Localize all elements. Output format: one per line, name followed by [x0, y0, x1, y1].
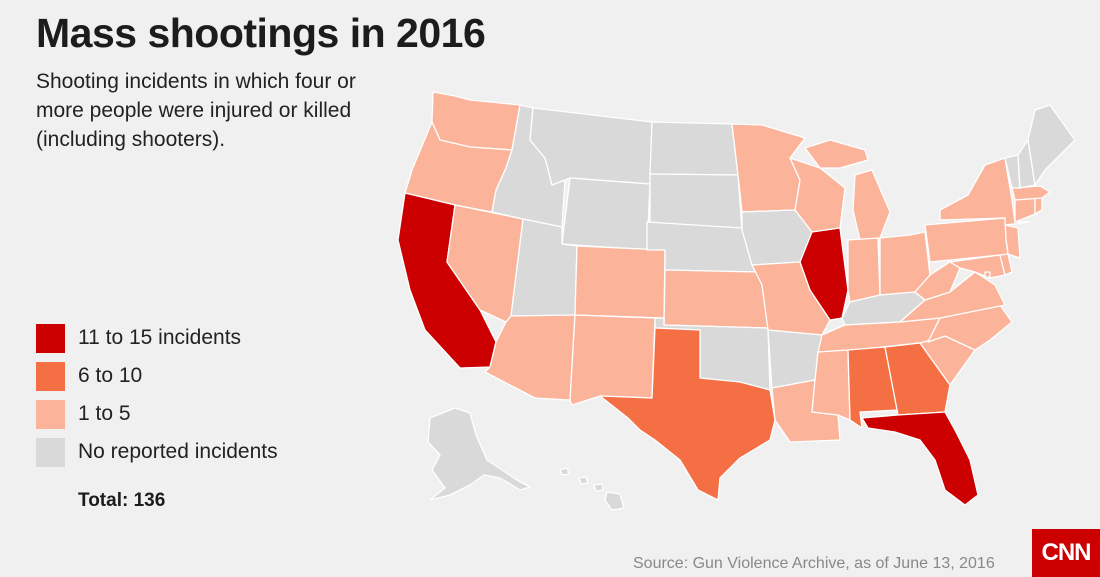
state-MI: [852, 169, 891, 241]
cnn-logo: CNN: [1032, 529, 1100, 577]
legend-swatch-none: [36, 437, 65, 467]
state-IL: [799, 227, 849, 321]
state-FL: [861, 411, 979, 506]
state-AK: [427, 407, 531, 501]
state-DC: [984, 271, 991, 278]
total-count: Total: 136: [78, 490, 166, 511]
state-CO: [574, 245, 666, 319]
legend-label-none: No reported incidents: [78, 440, 278, 463]
state-CT: [1014, 197, 1036, 223]
state-NM: [569, 314, 656, 406]
state-TX: [599, 327, 776, 501]
legend-item-mid: 6 to 10: [36, 357, 278, 395]
state-AZ: [484, 314, 576, 401]
legend-swatch-high: [36, 323, 65, 353]
state-AR: [767, 329, 823, 389]
state-ME: [1027, 104, 1076, 186]
legend-item-low: 1 to 5: [36, 395, 278, 433]
state-MS: [811, 349, 851, 421]
state-KS: [663, 269, 769, 329]
legend-swatch-low: [36, 399, 65, 429]
state-ND: [649, 121, 739, 176]
state-SD: [649, 173, 743, 231]
map-title: Mass shootings in 2016: [36, 10, 486, 56]
state-GA: [884, 342, 951, 416]
state-WY: [561, 177, 651, 251]
legend-label-mid: 6 to 10: [78, 364, 143, 387]
legend-item-none: No reported incidents: [36, 433, 278, 471]
state-MI-UP: [804, 139, 869, 169]
state-PA: [924, 217, 1009, 263]
legend-swatch-mid: [36, 361, 65, 391]
legend-item-high: 11 to 15 incidents: [36, 319, 278, 357]
source-note: Source: Gun Violence Archive, as of June…: [633, 555, 995, 572]
map-subtitle: Shooting incidents in which four or more…: [36, 70, 356, 151]
state-IN: [847, 237, 881, 303]
state-RI: [1034, 197, 1043, 215]
legend-label-low: 1 to 5: [78, 402, 131, 425]
state-HI: [559, 467, 625, 511]
state-MA: [1011, 185, 1051, 201]
map-legend: 11 to 15 incidents 6 to 10 1 to 5 No rep…: [36, 319, 278, 471]
legend-label-high: 11 to 15 incidents: [78, 326, 242, 349]
